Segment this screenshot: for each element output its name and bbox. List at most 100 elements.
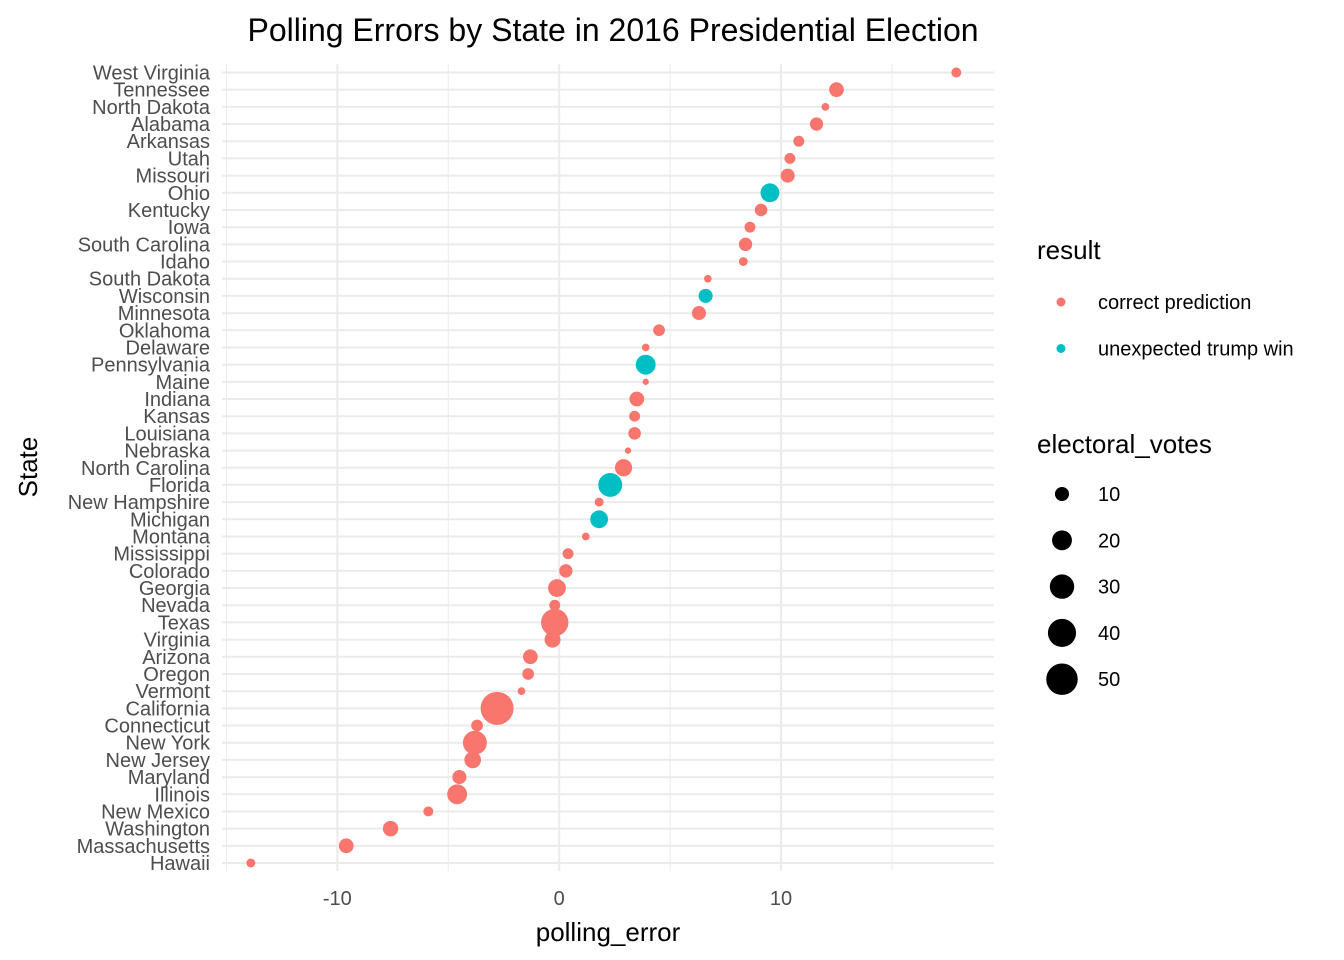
color-legend: result correct prediction unexpected trum… bbox=[1037, 235, 1294, 361]
y-tick-label: Maryland bbox=[128, 767, 210, 789]
size-legend-swatch bbox=[1054, 486, 1070, 502]
major-gridlines bbox=[222, 64, 994, 871]
data-point bbox=[581, 532, 590, 541]
size-legend-label: 10 bbox=[1098, 484, 1120, 506]
data-point bbox=[517, 687, 526, 696]
data-point bbox=[738, 237, 753, 252]
data-point bbox=[744, 221, 756, 233]
y-tick-label: Colorado bbox=[129, 561, 210, 583]
data-point bbox=[691, 306, 706, 321]
y-tick-label: Texas bbox=[158, 612, 210, 634]
y-tick-label: Connecticut bbox=[104, 716, 210, 738]
data-point bbox=[598, 472, 623, 497]
y-tick-label: Indiana bbox=[144, 389, 210, 411]
data-point bbox=[522, 649, 538, 665]
data-point bbox=[423, 806, 434, 817]
y-tick-label: Minnesota bbox=[118, 303, 211, 325]
y-tick-label: North Carolina bbox=[81, 458, 211, 480]
size-legend-label: 20 bbox=[1098, 530, 1120, 552]
data-point bbox=[382, 820, 399, 837]
data-point bbox=[821, 103, 830, 111]
size-legend-label: 40 bbox=[1098, 623, 1120, 645]
y-tick-label: Missouri bbox=[136, 166, 210, 188]
data-point bbox=[780, 168, 795, 183]
data-point bbox=[629, 410, 641, 422]
y-tick-label: Utah bbox=[168, 148, 210, 170]
data-point bbox=[544, 631, 561, 648]
y-tick-label: Maine bbox=[156, 372, 210, 394]
y-tick-label: Idaho bbox=[160, 252, 210, 274]
y-tick-label: Ohio bbox=[168, 183, 210, 205]
data-point bbox=[590, 510, 609, 529]
legend-swatch bbox=[1056, 344, 1066, 353]
legend-label: unexpected trump win bbox=[1098, 339, 1294, 361]
y-tick-label: Kentucky bbox=[128, 200, 210, 222]
data-point bbox=[541, 608, 569, 637]
y-tick-label: Alabama bbox=[131, 114, 211, 136]
data-point bbox=[653, 324, 665, 337]
data-point bbox=[480, 691, 514, 725]
y-tick-label: Illinois bbox=[154, 784, 210, 806]
data-point bbox=[793, 135, 805, 147]
size-legend-swatch bbox=[1049, 574, 1075, 599]
chart-title: Polling Errors by State in 2016 Presiden… bbox=[247, 12, 978, 48]
y-tick-label: South Dakota bbox=[89, 269, 211, 291]
data-point bbox=[738, 257, 748, 266]
x-tick-label: -10 bbox=[323, 888, 352, 910]
data-point bbox=[698, 288, 713, 303]
y-tick-label: Delaware bbox=[126, 337, 210, 359]
color-legend-title: result bbox=[1037, 235, 1101, 265]
data-point bbox=[594, 497, 604, 507]
y-tick-label: West Virginia bbox=[93, 63, 211, 85]
y-tick-label: Georgia bbox=[139, 578, 211, 600]
x-axis-title: polling_error bbox=[536, 917, 681, 947]
x-tick-label: 10 bbox=[770, 888, 792, 910]
data-points bbox=[246, 67, 962, 868]
data-point bbox=[624, 447, 632, 454]
y-tick-label: South Carolina bbox=[78, 234, 211, 256]
y-tick-label: Nevada bbox=[141, 595, 211, 617]
data-point bbox=[703, 274, 712, 283]
x-tick-label: 0 bbox=[554, 888, 565, 910]
y-tick-label: Oklahoma bbox=[119, 320, 211, 342]
data-point bbox=[760, 183, 780, 203]
data-point bbox=[246, 858, 256, 868]
data-point bbox=[559, 564, 573, 578]
data-point bbox=[635, 354, 656, 375]
data-point bbox=[614, 459, 633, 477]
data-point bbox=[447, 784, 468, 805]
data-point bbox=[629, 391, 645, 407]
data-point bbox=[809, 117, 824, 131]
data-point bbox=[641, 343, 650, 352]
size-legend-swatch bbox=[1047, 618, 1077, 647]
data-point bbox=[562, 548, 574, 560]
y-tick-label: Virginia bbox=[144, 630, 211, 652]
y-tick-label: Tennessee bbox=[113, 80, 210, 102]
size-legend-swatch bbox=[1046, 663, 1078, 695]
y-tick-label: Florida bbox=[149, 475, 211, 497]
data-point bbox=[522, 668, 535, 680]
data-point bbox=[338, 838, 354, 854]
y-tick-label: Pennsylvania bbox=[91, 355, 211, 377]
size-legend-title: electoral_votes bbox=[1037, 429, 1212, 459]
y-tick-label: Montana bbox=[132, 526, 211, 548]
y-axis-title: State bbox=[13, 437, 43, 498]
y-tick-label: Arkansas bbox=[127, 131, 210, 153]
legend-swatch bbox=[1056, 297, 1066, 307]
y-tick-label: Oregon bbox=[143, 664, 210, 686]
data-point bbox=[784, 152, 796, 164]
y-tick-label: California bbox=[126, 698, 211, 720]
y-tick-label: Hawaii bbox=[150, 853, 210, 875]
y-tick-label: Kansas bbox=[143, 406, 210, 428]
legend-label: correct prediction bbox=[1098, 292, 1251, 314]
y-tick-label: North Dakota bbox=[92, 97, 211, 119]
y-tick-label: Vermont bbox=[136, 681, 211, 703]
size-legend: electoral_votes 10 20 30 40 50 bbox=[1037, 429, 1212, 695]
y-tick-label: Wisconsin bbox=[119, 286, 210, 308]
data-point bbox=[452, 770, 467, 785]
data-point bbox=[628, 427, 641, 440]
